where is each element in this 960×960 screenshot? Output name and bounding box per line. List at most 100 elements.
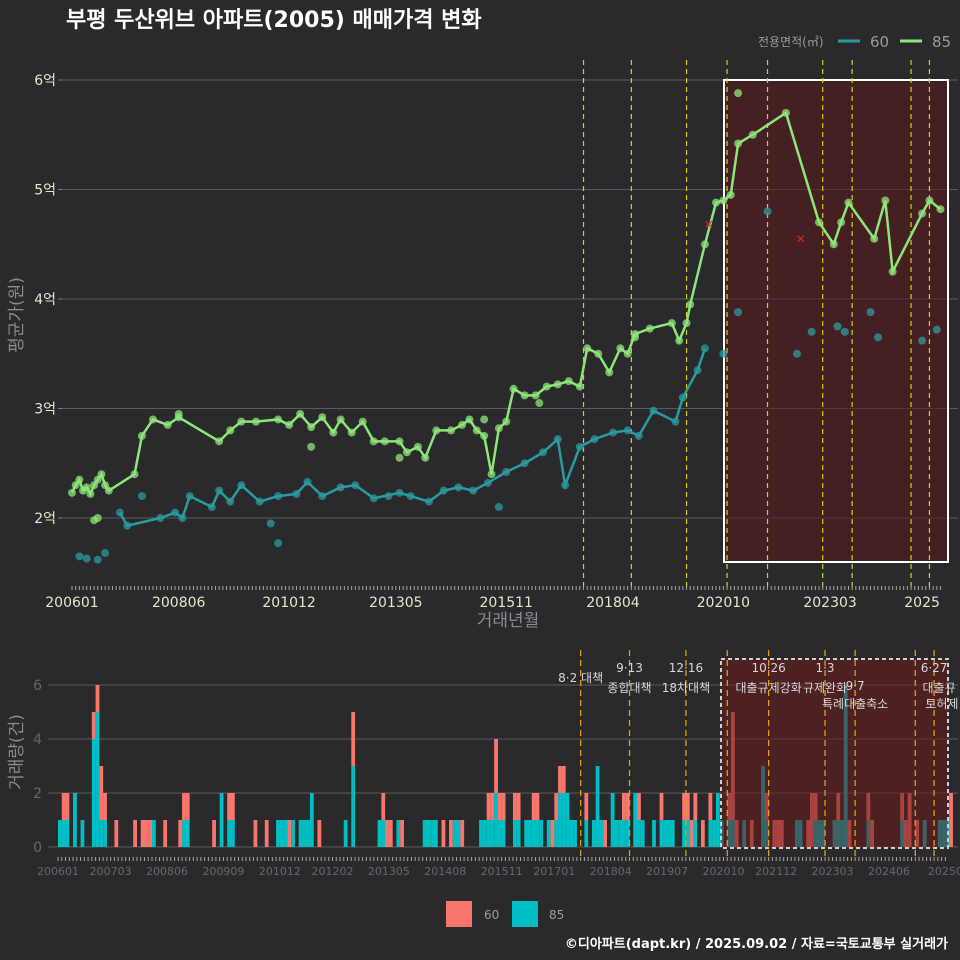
highlight-box	[723, 79, 949, 563]
data-point-85	[700, 240, 709, 249]
data-point-85	[682, 319, 691, 328]
data-point-85	[509, 384, 518, 393]
bar-85	[614, 820, 619, 847]
data-point-85	[553, 380, 562, 389]
legend-label-60: 60	[484, 908, 499, 922]
bar-85	[667, 820, 671, 847]
x-tick-label: 201511	[481, 865, 523, 878]
bar-60	[494, 739, 498, 793]
bar-85	[565, 793, 570, 847]
data-point-60	[318, 492, 327, 501]
data-point-85	[465, 415, 474, 424]
data-point-60	[590, 435, 599, 444]
volume-y-axis-label: 거래량(건)	[7, 714, 27, 790]
bar-60	[212, 820, 216, 847]
bar-60	[659, 793, 664, 820]
y-tick-label: 2	[33, 786, 42, 802]
bar-85	[569, 820, 574, 847]
data-point-85	[870, 234, 879, 243]
bar-60	[91, 712, 96, 739]
x-tick-label: 200806	[152, 595, 206, 611]
bar-85	[80, 820, 85, 847]
bar-85	[482, 820, 487, 847]
highlight-region	[723, 79, 949, 563]
bar-60	[317, 820, 322, 847]
bar-85	[546, 820, 551, 847]
bar-60	[449, 820, 453, 847]
data-point-85	[395, 453, 404, 462]
bar-85	[531, 820, 536, 847]
data-point-85	[432, 426, 441, 435]
data-point-60	[833, 322, 842, 331]
bar-85	[61, 820, 66, 847]
bar-85	[396, 820, 401, 847]
data-point-85	[520, 391, 529, 400]
data-point-85	[369, 437, 378, 446]
bar-85	[434, 820, 438, 847]
bar-85	[182, 820, 186, 847]
x-tick-label: 200601	[45, 595, 98, 611]
bar-85	[298, 820, 303, 847]
bar-85	[708, 820, 713, 847]
y-tick-label: 6	[33, 678, 42, 694]
bar-60	[554, 793, 559, 820]
bar-85	[306, 820, 310, 847]
policy-annotation: 규제완화	[803, 681, 847, 695]
bar-60	[949, 793, 953, 847]
data-point-60	[634, 431, 643, 440]
policy-annotation: 6·27	[921, 661, 948, 675]
data-point-60	[82, 554, 91, 563]
data-point-85	[329, 428, 338, 437]
x-marker: ✕	[704, 218, 714, 232]
data-point-85	[148, 415, 157, 424]
bar-60	[685, 793, 690, 820]
data-point-60	[395, 488, 404, 497]
data-point-85	[296, 409, 305, 418]
x-tick-label: 200601	[37, 865, 79, 878]
bar-85	[633, 793, 638, 847]
bar-85	[539, 820, 544, 847]
data-point-85	[815, 218, 824, 227]
data-point-85	[163, 420, 172, 429]
x-tick-label: 201408	[424, 865, 466, 878]
data-point-60	[932, 325, 941, 334]
policy-annotation: 10·26	[751, 661, 785, 675]
y-axis-label: 평균가(원)	[7, 277, 27, 353]
data-point-60	[693, 366, 702, 375]
data-point-60	[123, 521, 132, 530]
data-point-85	[531, 391, 540, 400]
legend-swatch-60	[446, 901, 472, 927]
bar-60	[385, 820, 389, 847]
bar-60	[95, 685, 100, 712]
bar-60	[351, 712, 356, 766]
legend-title: 전용면적(㎡)	[758, 35, 824, 49]
bar-85	[291, 820, 295, 847]
bar-85	[591, 820, 596, 847]
bar-85	[685, 820, 690, 847]
x-tick-label: 202112	[755, 865, 797, 878]
bar-60	[140, 820, 145, 847]
bar-85	[279, 820, 284, 847]
x-tick-label: 200806	[146, 865, 188, 878]
bar-60	[114, 820, 119, 847]
x-tick-label: 201511	[480, 595, 533, 611]
data-point-60	[807, 327, 816, 336]
data-point-85	[274, 415, 283, 424]
data-point-60	[75, 552, 84, 561]
bar-85	[693, 820, 698, 847]
data-point-85	[447, 426, 456, 435]
data-point-60	[369, 494, 378, 503]
data-point-60	[292, 489, 301, 498]
data-point-60	[649, 406, 658, 415]
credit-text: ©디아파트(dapt.kr) / 2025.09.02 / 자료=국토교통부 실…	[565, 936, 948, 952]
bar-60	[622, 793, 626, 820]
data-point-60	[561, 481, 570, 490]
data-point-85	[93, 514, 102, 522]
data-point-85	[285, 420, 294, 429]
x-tick-label: 201804	[586, 595, 640, 611]
bar-60	[264, 820, 269, 847]
bar-85	[497, 820, 502, 847]
bar-85	[528, 820, 532, 847]
data-point-60	[115, 508, 124, 517]
